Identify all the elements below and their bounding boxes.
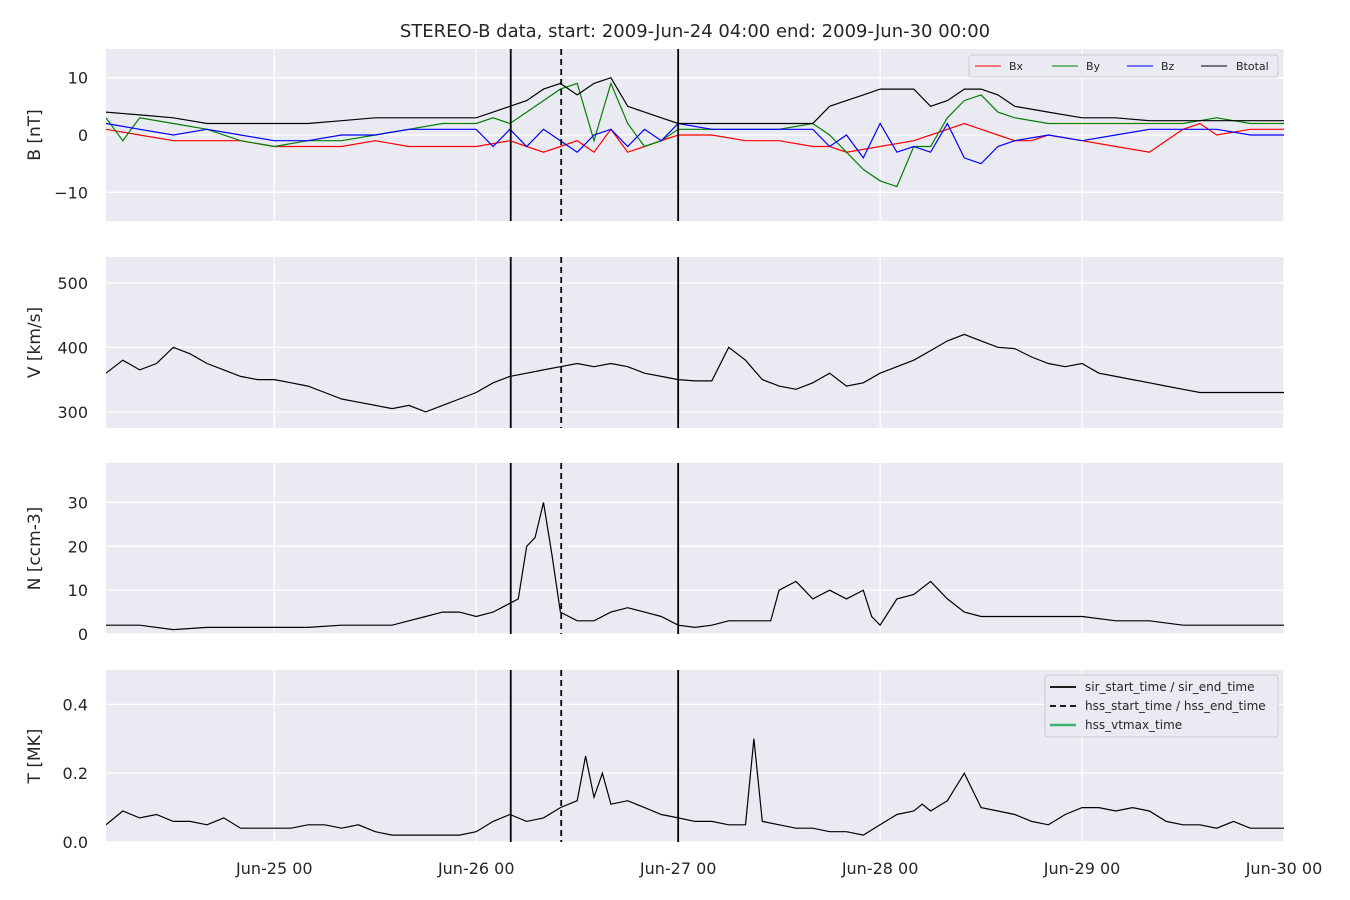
panel-density: 0 10 20 30 N [ccm-3] — [25, 463, 1285, 644]
y-tick-label: 500 — [57, 274, 88, 293]
panel-magnetic-field: −10 0 10 B [nT] — [25, 49, 1285, 221]
y-tick-label: 10 — [68, 581, 88, 600]
legend-label-sir: sir_start_time / sir_end_time — [1085, 680, 1255, 694]
x-tick-label: Jun-30 00 — [1245, 859, 1323, 878]
y-tick-label: 400 — [57, 338, 88, 357]
plot-area — [106, 463, 1284, 634]
y-axis-label: B [nT] — [25, 109, 45, 161]
x-tick-label: Jun-29 00 — [1043, 859, 1121, 878]
y-axis-label: N [ccm-3] — [25, 507, 45, 591]
legend-label-bx: Bx — [1009, 60, 1024, 73]
y-tick-label: 0.0 — [63, 833, 88, 852]
y-tick-label: 0 — [78, 625, 88, 644]
legend-frame — [968, 54, 1279, 78]
y-tick-label: 300 — [57, 403, 88, 422]
panel-speed: 300 400 500 V [km/s] — [25, 257, 1285, 428]
legend-label-btotal: Btotal — [1236, 60, 1269, 73]
legend-events: sir_start_time / sir_end_time hss_start_… — [1044, 674, 1279, 738]
x-tick-label: Jun-28 00 — [841, 859, 919, 878]
chart-title: STEREO-B data, start: 2009-Jun-24 04:00 … — [400, 21, 990, 42]
x-tick-label: Jun-25 00 — [235, 859, 313, 878]
y-tick-label: 20 — [68, 537, 88, 556]
series-line-bx — [106, 122, 1284, 154]
y-tick-label: 0 — [78, 126, 88, 145]
y-tick-label: 0.4 — [63, 695, 88, 714]
x-tick-label: Jun-27 00 — [639, 859, 717, 878]
x-tick-label: Jun-26 00 — [437, 859, 515, 878]
y-axis-label: V [km/s] — [25, 307, 45, 378]
series-line-main — [106, 333, 1284, 413]
legend-label-by: By — [1086, 60, 1101, 73]
plot-area — [106, 257, 1284, 428]
x-axis-ticks: Jun-25 00 Jun-26 00 Jun-27 00 Jun-28 00 Jun-… — [235, 859, 1322, 878]
legend-label-vtmax: hss_vtmax_time — [1085, 718, 1182, 732]
y-tick-label: 30 — [68, 493, 88, 512]
series-line-main — [106, 738, 1284, 836]
y-tick-label: 10 — [68, 69, 88, 88]
series-line-bz — [106, 122, 1284, 165]
y-axis-label: T [MK] — [25, 729, 45, 785]
legend-label-hss: hss_start_time / hss_end_time — [1085, 699, 1266, 713]
legend-label-bz: Bz — [1161, 60, 1175, 73]
y-tick-label: 0.2 — [63, 764, 88, 783]
legend-frame — [1044, 674, 1279, 738]
y-tick-label: −10 — [54, 183, 88, 202]
series-line-btotal — [106, 76, 1284, 125]
legend-b-components: Bx By Bz Btotal — [968, 54, 1279, 78]
